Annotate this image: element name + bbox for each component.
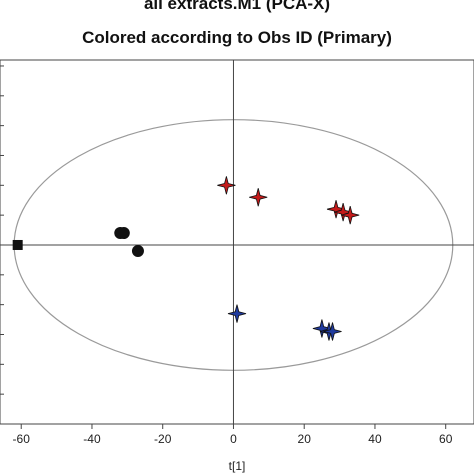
data-point-star	[341, 206, 360, 225]
data-point-circle	[114, 227, 127, 240]
x-tick-label: 60	[439, 432, 453, 446]
x-axis-ticks	[20, 424, 447, 429]
x-axis-label: t[1]	[229, 459, 246, 473]
data-point-circle	[131, 244, 144, 257]
data-point-square	[12, 239, 23, 250]
plot-frame	[0, 59, 474, 425]
plot-body	[0, 60, 474, 424]
x-axis-tick-labels: -60 -40 -20 0 20 40 60	[13, 432, 453, 446]
data-point-star	[326, 200, 346, 219]
x-tick-label: 20	[298, 432, 312, 446]
y-axis-ticks	[0, 65, 4, 395]
chart-subtitle: Colored according to Obs ID (Primary)	[82, 28, 392, 47]
chart-title: all extracts.M1 (PCA-X)	[143, 0, 331, 13]
x-tick-label: 40	[368, 432, 382, 446]
data-point-star	[249, 188, 268, 207]
x-tick-label: -60	[13, 432, 31, 446]
data-point-star	[227, 304, 247, 323]
data-point-star	[217, 176, 236, 195]
data-point-star	[334, 203, 353, 222]
x-tick-label: -40	[83, 432, 101, 446]
data-point-star	[323, 322, 342, 341]
data-point-star	[312, 319, 331, 338]
x-tick-label: 0	[230, 432, 237, 446]
x-tick-label: -20	[154, 432, 172, 446]
